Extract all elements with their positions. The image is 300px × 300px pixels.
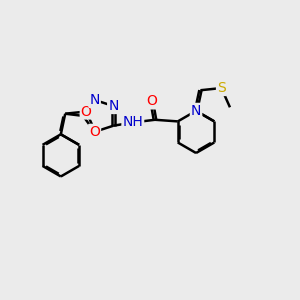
Text: O: O <box>81 104 92 118</box>
Text: N: N <box>89 93 100 107</box>
Text: N: N <box>191 104 201 118</box>
Text: O: O <box>146 94 157 108</box>
Text: S: S <box>217 81 226 95</box>
Text: N: N <box>108 99 118 113</box>
Text: NH: NH <box>122 116 143 130</box>
Text: O: O <box>89 125 100 139</box>
